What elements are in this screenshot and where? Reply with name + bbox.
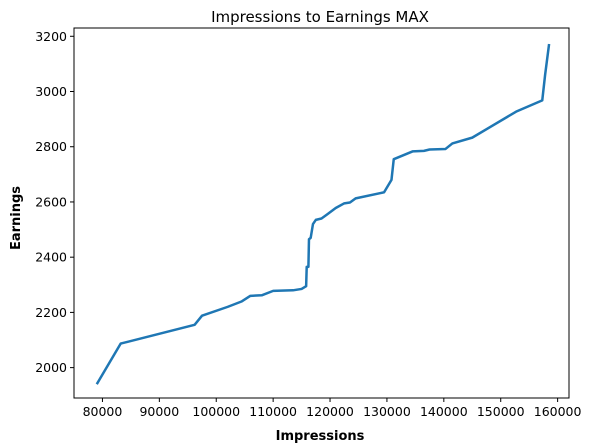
y-tick-label: 2400	[35, 250, 67, 265]
x-tick-label: 150000	[477, 404, 525, 419]
x-tick-label: 90000	[139, 404, 179, 419]
x-tick-label: 160000	[534, 404, 582, 419]
plot-area	[95, 43, 551, 385]
y-tick-label: 3200	[35, 29, 67, 44]
plot-frame	[73, 27, 570, 399]
x-axis-label: Impressions	[276, 429, 365, 444]
chart-title: Impressions to Earnings MAX	[211, 8, 429, 26]
x-tick-label: 80000	[83, 404, 123, 419]
y-axis-ticks: 2000 2200 2400 2600 2800 3000 3200	[35, 29, 74, 375]
x-tick-label: 130000	[363, 404, 411, 419]
x-tick-label: 140000	[420, 404, 468, 419]
x-tick-label: 100000	[192, 404, 240, 419]
x-axis-ticks: 80000 90000 100000 110000 120000 130000 140000…	[83, 398, 582, 419]
y-tick-label: 2200	[35, 305, 67, 320]
y-tick-label: 2600	[35, 194, 67, 209]
y-tick-label: 2000	[35, 360, 67, 375]
x-tick-label: 110000	[249, 404, 297, 419]
y-tick-label: 2800	[35, 139, 67, 154]
x-tick-label: 120000	[306, 404, 354, 419]
y-axis-label: Earnings	[9, 186, 24, 250]
series-line	[95, 43, 551, 385]
y-tick-label: 3000	[35, 84, 67, 99]
